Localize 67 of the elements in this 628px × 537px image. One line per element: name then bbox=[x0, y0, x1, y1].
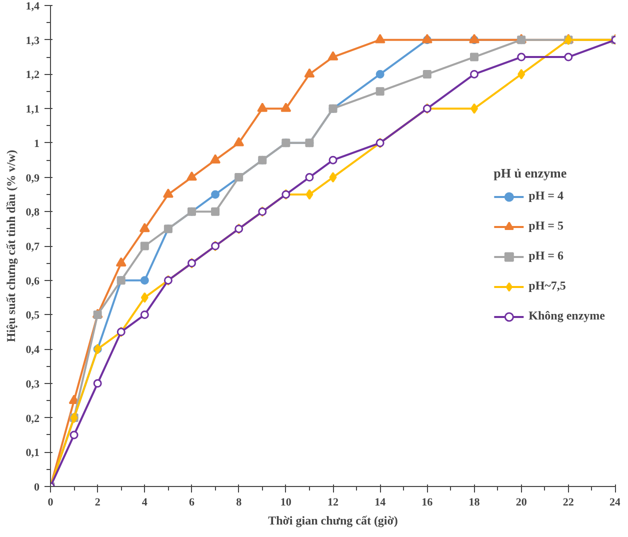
y-tick-label: 1 bbox=[34, 138, 40, 150]
point bbox=[140, 292, 148, 303]
point bbox=[162, 188, 174, 198]
point bbox=[376, 70, 384, 78]
x-tick-label: 20 bbox=[516, 496, 528, 508]
point bbox=[210, 154, 221, 164]
x-tick-label: 10 bbox=[280, 496, 292, 508]
x-tick-label: 14 bbox=[374, 496, 386, 508]
point bbox=[280, 102, 292, 112]
point bbox=[305, 173, 314, 182]
x-tick-label: 2 bbox=[94, 496, 101, 508]
point bbox=[517, 52, 526, 62]
point bbox=[564, 52, 573, 62]
y-tick-label: 0 bbox=[34, 482, 40, 494]
y-tick-label: 0,2 bbox=[26, 412, 40, 425]
x-tick-label: 4 bbox=[142, 496, 148, 508]
point bbox=[211, 207, 220, 216]
x-tick-label: 22 bbox=[562, 496, 574, 508]
point bbox=[306, 189, 314, 200]
legend-label: Không enzyme bbox=[528, 308, 605, 324]
point bbox=[140, 276, 149, 285]
y-tick-label: 0,9 bbox=[26, 172, 40, 184]
y-tick-label: 0,3 bbox=[26, 378, 40, 390]
x-tick-label: 0 bbox=[48, 496, 54, 508]
point bbox=[304, 68, 315, 78]
point bbox=[93, 379, 102, 388]
point bbox=[211, 190, 220, 199]
point bbox=[470, 70, 478, 78]
x-tick-label: 24 bbox=[610, 496, 621, 508]
point bbox=[328, 156, 338, 164]
point bbox=[329, 172, 337, 183]
point bbox=[328, 51, 338, 60]
y-tick-label: 1,2 bbox=[26, 69, 40, 82]
point bbox=[374, 34, 386, 44]
y-axis-title: Hiệu suất chưng cất tinh dầu (% v/w) bbox=[4, 150, 18, 342]
x-tick-label: 18 bbox=[468, 496, 480, 508]
point bbox=[470, 52, 478, 62]
y-tick-label: 0,6 bbox=[26, 275, 40, 288]
y-tick-label: 0,1 bbox=[26, 447, 40, 460]
x-tick-label: 16 bbox=[422, 496, 434, 508]
x-axis-title: Thời gian chưng cất (giờ) bbox=[268, 514, 398, 528]
point bbox=[422, 70, 432, 78]
x-tick-label: 8 bbox=[236, 496, 242, 508]
y-tick-label: 1,4 bbox=[26, 0, 40, 12]
legend-label: pH = 6 bbox=[528, 248, 564, 264]
y-tick-label: 1,1 bbox=[26, 104, 40, 116]
point bbox=[140, 310, 149, 319]
point bbox=[518, 68, 526, 80]
point bbox=[70, 430, 78, 440]
point bbox=[140, 242, 149, 250]
x-tick-label: 12 bbox=[328, 496, 339, 508]
point bbox=[234, 136, 244, 146]
point bbox=[376, 87, 384, 96]
point bbox=[186, 171, 197, 181]
point bbox=[116, 257, 126, 267]
x-tick-label: 6 bbox=[189, 496, 195, 508]
y-tick-label: 0,4 bbox=[26, 344, 40, 356]
y-tick-label: 0,8 bbox=[26, 206, 40, 219]
y-tick-label: 0,5 bbox=[26, 310, 40, 322]
legend-title: pH ủ enzyme bbox=[494, 165, 568, 181]
legend-label: pH~7,5 bbox=[528, 278, 566, 294]
legend-label: pH = 5 bbox=[528, 218, 564, 234]
legend-label: pH = 4 bbox=[528, 188, 564, 204]
point bbox=[139, 222, 150, 232]
y-tick-label: 1,3 bbox=[26, 34, 40, 47]
y-tick-label: 0,7 bbox=[26, 241, 40, 253]
point bbox=[257, 102, 268, 112]
